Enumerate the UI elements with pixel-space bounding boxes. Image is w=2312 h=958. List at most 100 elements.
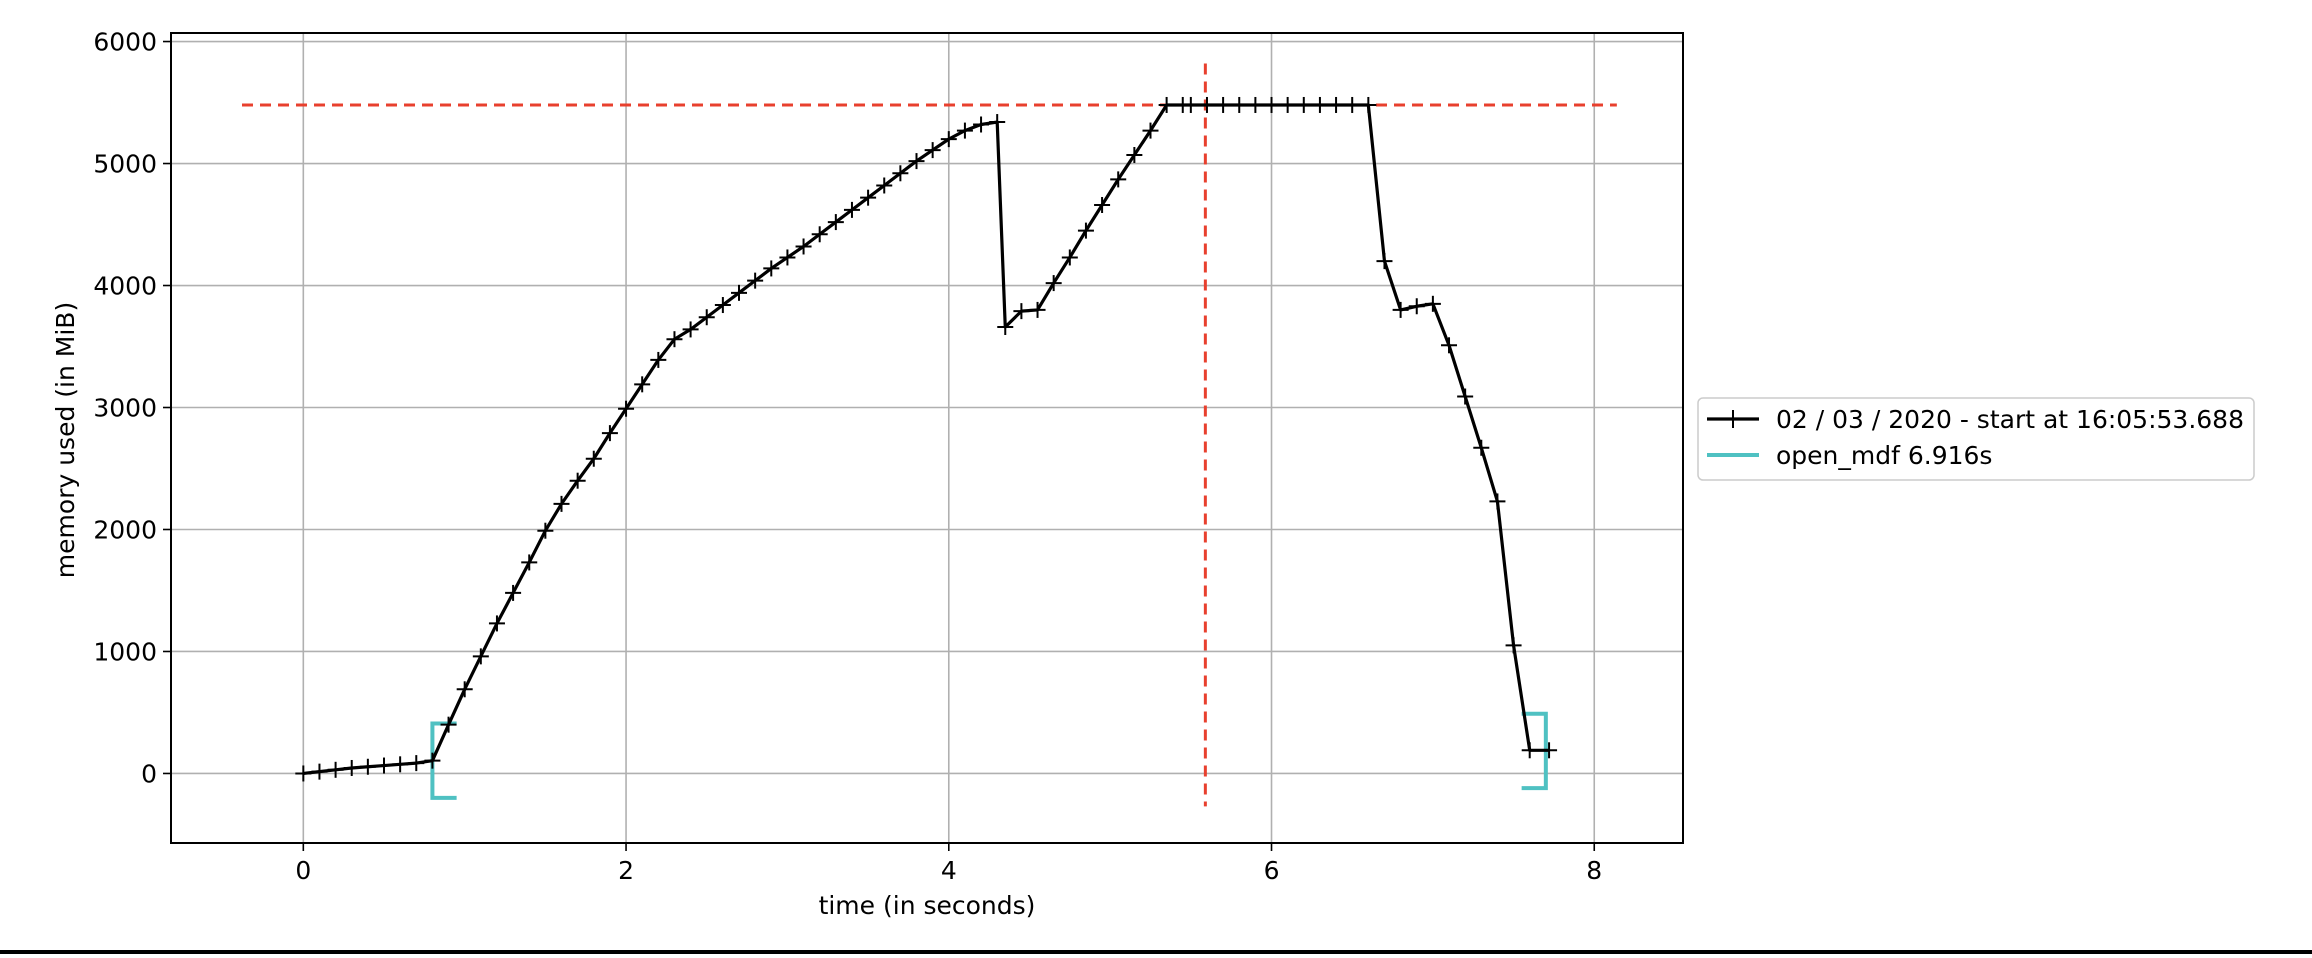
data-point bbox=[795, 238, 812, 255]
data-point bbox=[908, 153, 925, 170]
data-point bbox=[1441, 337, 1458, 354]
y-tick-label: 1000 bbox=[93, 637, 157, 666]
data-point bbox=[1215, 96, 1232, 113]
data-point bbox=[327, 761, 344, 778]
data-point bbox=[1328, 96, 1345, 113]
data-point bbox=[1045, 275, 1062, 292]
data-point bbox=[779, 249, 796, 266]
x-axis-label: time (in seconds) bbox=[819, 891, 1036, 920]
x-tick-label: 6 bbox=[1264, 856, 1280, 885]
data-point bbox=[827, 214, 844, 231]
grid bbox=[171, 33, 1683, 843]
data-point bbox=[731, 284, 748, 301]
data-point bbox=[666, 331, 683, 348]
data-point bbox=[1077, 222, 1094, 239]
data-point bbox=[940, 131, 957, 148]
data-point bbox=[1473, 439, 1490, 456]
data-point bbox=[472, 648, 489, 665]
data-point bbox=[1198, 96, 1215, 113]
legend-label-function: open_mdf 6.916s bbox=[1776, 441, 1992, 470]
data-point bbox=[618, 400, 635, 417]
data-point bbox=[1110, 171, 1127, 188]
data-point bbox=[956, 122, 973, 139]
data-point bbox=[424, 752, 441, 769]
data-point bbox=[1295, 96, 1312, 113]
data-point bbox=[311, 763, 328, 780]
data-point bbox=[295, 765, 312, 782]
y-axis-label: memory used (in MiB) bbox=[51, 302, 80, 578]
data-point bbox=[876, 177, 893, 194]
legend-label-series: 02 / 03 / 2020 - start at 16:05:53.688 bbox=[1776, 405, 2244, 434]
data-point bbox=[569, 472, 586, 489]
data-point bbox=[634, 376, 651, 393]
data-point bbox=[1505, 637, 1522, 654]
data-point bbox=[714, 297, 731, 314]
data-point bbox=[682, 321, 699, 338]
data-point bbox=[1094, 197, 1111, 214]
y-axis-ticks: 0 1000 2000 3000 4000 5000 6000 bbox=[93, 28, 171, 788]
x-axis-ticks: 0 2 4 6 8 bbox=[295, 843, 1602, 885]
data-point bbox=[392, 756, 409, 773]
data-point bbox=[1247, 96, 1264, 113]
x-tick-label: 8 bbox=[1586, 856, 1602, 885]
x-tick-label: 2 bbox=[618, 856, 634, 885]
data-point bbox=[1231, 96, 1248, 113]
bottom-border bbox=[0, 950, 2312, 954]
x-tick-label: 4 bbox=[941, 856, 957, 885]
data-point bbox=[1061, 249, 1078, 266]
data-point bbox=[1013, 303, 1030, 320]
data-point bbox=[1263, 96, 1280, 113]
data-point bbox=[1392, 301, 1409, 318]
data-point bbox=[1376, 253, 1393, 270]
data-point bbox=[650, 351, 667, 368]
data-point bbox=[1158, 96, 1175, 113]
data-point bbox=[1279, 96, 1296, 113]
data-point bbox=[973, 116, 990, 133]
y-tick-label: 2000 bbox=[93, 515, 157, 544]
series-line bbox=[303, 103, 1550, 776]
data-point bbox=[505, 584, 522, 601]
data-point bbox=[1408, 298, 1425, 315]
data-point bbox=[747, 272, 764, 289]
data-point bbox=[1182, 96, 1199, 113]
data-point bbox=[376, 757, 393, 774]
function-markers bbox=[430, 711, 1548, 800]
data-point bbox=[1311, 96, 1328, 113]
data-point bbox=[924, 142, 941, 159]
data-point bbox=[359, 758, 376, 775]
legend-box bbox=[1697, 397, 2255, 481]
series-layer bbox=[295, 96, 1558, 782]
y-tick-label: 6000 bbox=[93, 28, 157, 57]
data-point bbox=[601, 425, 618, 442]
data-point bbox=[698, 309, 715, 326]
data-point bbox=[1344, 96, 1361, 113]
data-point bbox=[1541, 742, 1558, 759]
data-point bbox=[537, 522, 554, 539]
y-tick-label: 3000 bbox=[93, 394, 157, 423]
y-tick-label: 4000 bbox=[93, 272, 157, 301]
data-point bbox=[843, 201, 860, 218]
data-point bbox=[1424, 295, 1441, 312]
data-point bbox=[1457, 388, 1474, 405]
data-point bbox=[989, 114, 1006, 131]
data-point bbox=[343, 759, 360, 776]
data-point bbox=[553, 495, 570, 512]
y-tick-label: 5000 bbox=[93, 150, 157, 179]
plot-frame bbox=[170, 32, 1684, 844]
data-point bbox=[585, 450, 602, 467]
data-point bbox=[1521, 742, 1538, 759]
data-point bbox=[521, 554, 538, 571]
data-point bbox=[763, 260, 780, 277]
data-point bbox=[1126, 146, 1143, 163]
data-point bbox=[860, 189, 877, 206]
x-tick-label: 0 bbox=[295, 856, 311, 885]
legend: 02 / 03 / 2020 - start at 16:05:53.688 o… bbox=[1697, 397, 2255, 481]
data-point bbox=[408, 755, 425, 772]
data-point bbox=[456, 681, 473, 698]
y-tick-label: 0 bbox=[141, 759, 157, 788]
peak-lines bbox=[242, 63, 1617, 807]
data-point bbox=[1142, 122, 1159, 139]
data-point bbox=[997, 318, 1014, 335]
data-point bbox=[440, 716, 457, 733]
